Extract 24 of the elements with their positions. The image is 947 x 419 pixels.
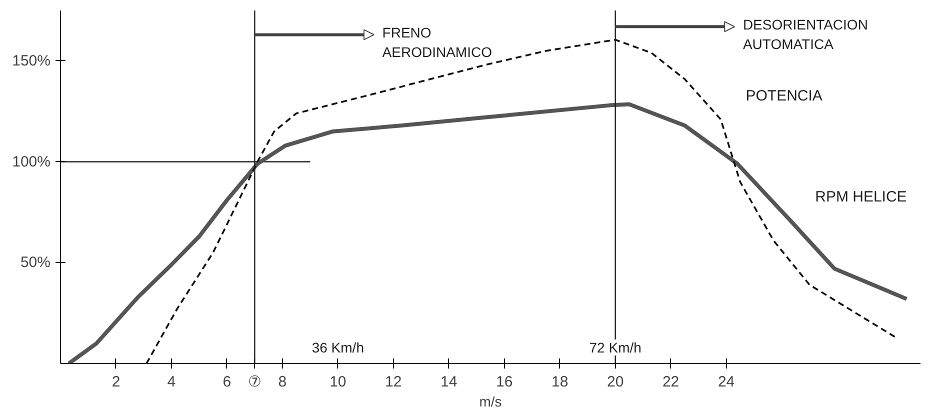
series-label: POTENCIA (746, 87, 822, 104)
x2-tick-label: 36 Km/h (312, 340, 364, 356)
line-series (66, 102, 909, 364)
x-tick-label: ⑦ (248, 374, 262, 390)
x-axis-title: m/s (479, 394, 502, 410)
y-tick-label: 50% (20, 254, 51, 272)
x2-tick-label: 72 Km/h (589, 340, 642, 356)
y-tick-label: 100% (12, 153, 51, 170)
x-tick-label: 24 (718, 374, 735, 390)
x-tick-label: 6 (222, 374, 232, 390)
x-tick-label: 8 (278, 374, 287, 390)
x-tick-label: 4 (167, 374, 176, 390)
x-tick-label: 14 (440, 374, 458, 390)
x-tick-label: 22 (662, 374, 680, 390)
x-tick-label: 10 (330, 374, 346, 390)
annotation: DESORIENTACION AUTOMATICA (742, 16, 868, 52)
x-tick-label: 2 (112, 374, 120, 390)
x-tick-label: 16 (496, 374, 513, 390)
annotation: FRENO AERODINAMICO (382, 24, 492, 60)
x-tick-label: 20 (606, 374, 624, 390)
series-label: RPM HELICE (815, 188, 907, 206)
y-tick-label: 150% (12, 52, 51, 70)
x-tick-label: 18 (552, 374, 568, 390)
x-tick-label: 12 (385, 374, 402, 390)
